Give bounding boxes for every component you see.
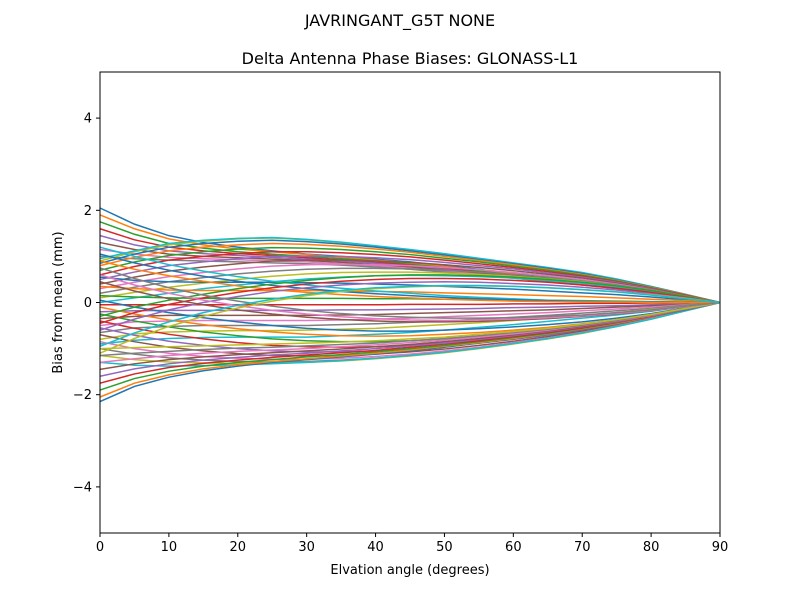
x-tick-label: 50: [436, 540, 453, 555]
x-tick-label: 30: [298, 540, 315, 555]
x-tick-label: 70: [574, 540, 591, 555]
series-line-52: [99, 260, 720, 304]
series-line-53: [99, 274, 721, 318]
series-line-16: [99, 259, 721, 304]
y-axis: −4 −2 0 2 4: [73, 112, 100, 495]
series-line-31: [99, 299, 721, 332]
figure-suptitle: JAVRINGANT_G5T NONE: [304, 11, 495, 31]
y-axis-label: Bias from mean (mm): [51, 231, 66, 373]
series-line-30: [99, 301, 721, 345]
series-line-49: [99, 301, 721, 350]
series-line-48: [99, 301, 721, 357]
series-line-25: [99, 301, 721, 313]
x-axis-label: Elvation angle (degrees): [330, 563, 489, 578]
y-tick-label: −2: [73, 388, 92, 403]
series-line-17: [99, 263, 721, 304]
series-line-27: [99, 301, 721, 327]
series-line-58: [99, 267, 721, 319]
series-line-15: [99, 255, 721, 304]
series-line-54: [99, 277, 721, 324]
y-tick-label: −4: [73, 480, 92, 495]
series-line-10: [99, 236, 721, 304]
series-line-60: [99, 284, 721, 347]
x-tick-label: 60: [505, 540, 522, 555]
x-tick-label: 40: [367, 540, 384, 555]
series-layer: [99, 207, 721, 403]
series-line-55: [99, 280, 721, 331]
series-line-18: [99, 267, 721, 304]
series-line-36: [99, 301, 721, 357]
x-tick-label: 80: [643, 540, 660, 555]
x-axis: 0 10 20 30 40 50 60 70 80 90: [96, 533, 728, 555]
y-tick-label: 2: [84, 204, 92, 219]
y-tick-label: 0: [84, 296, 92, 311]
chart-title: Delta Antenna Phase Biases: GLONASS-L1: [242, 49, 579, 68]
x-tick-label: 10: [161, 540, 178, 555]
x-tick-label: 0: [96, 540, 104, 555]
series-line-13: [99, 246, 721, 304]
y-tick-label: 4: [84, 112, 92, 127]
series-line-22: [99, 285, 721, 304]
series-line-21: [99, 276, 721, 304]
x-tick-label: 90: [712, 540, 729, 555]
series-line-26: [99, 301, 721, 320]
x-tick-label: 20: [230, 540, 247, 555]
series-line-57: [99, 274, 721, 322]
